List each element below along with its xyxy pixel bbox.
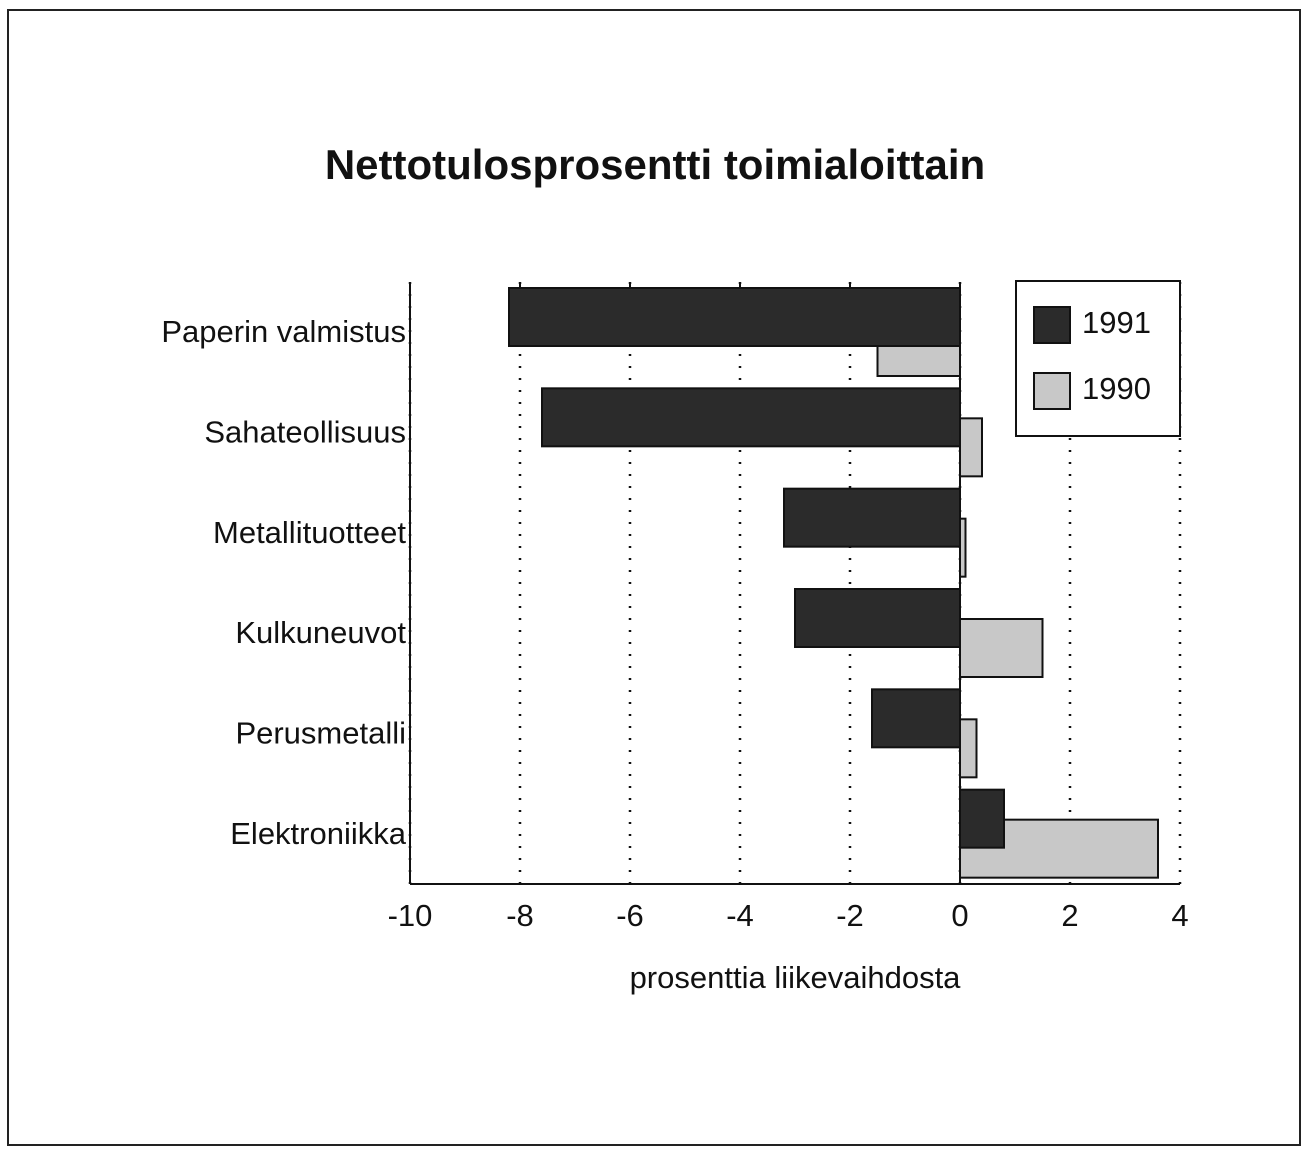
- x-tick-label: -2: [836, 898, 864, 933]
- bar: [783, 487, 961, 548]
- x-tick-label: 2: [1061, 898, 1078, 933]
- y-tick-label: Kulkuneuvot: [235, 615, 406, 650]
- bar: [959, 417, 983, 478]
- x-tick-label: 4: [1171, 898, 1188, 933]
- legend-swatch: [1033, 372, 1071, 410]
- y-tick-label: Paperin valmistus: [161, 314, 406, 349]
- legend-label: 1991: [1082, 305, 1151, 340]
- bar: [959, 788, 1005, 849]
- x-tick-label: -8: [506, 898, 534, 933]
- bar: [541, 387, 961, 448]
- x-tick-label: 0: [951, 898, 968, 933]
- bar: [871, 688, 961, 749]
- bar: [508, 287, 961, 347]
- chart-title: Nettotulosprosentti toimialoittain: [325, 141, 985, 188]
- y-tick-label: Sahateollisuus: [204, 415, 406, 450]
- frame: [7, 9, 1301, 1146]
- legend-label: 1990: [1082, 371, 1151, 406]
- y-tick-label: Elektroniikka: [230, 816, 406, 851]
- y-tick-label: Metallituotteet: [213, 515, 406, 550]
- x-tick-label: -6: [616, 898, 644, 933]
- legend-swatch: [1033, 306, 1071, 344]
- bar: [959, 618, 1044, 678]
- x-tick-label: -4: [726, 898, 754, 933]
- bar: [794, 588, 961, 648]
- bar: [959, 718, 978, 779]
- y-tick-label: Perusmetalli: [235, 716, 406, 751]
- x-tick-label: -10: [388, 898, 433, 933]
- x-axis-label: prosenttia liikevaihdosta: [630, 960, 962, 995]
